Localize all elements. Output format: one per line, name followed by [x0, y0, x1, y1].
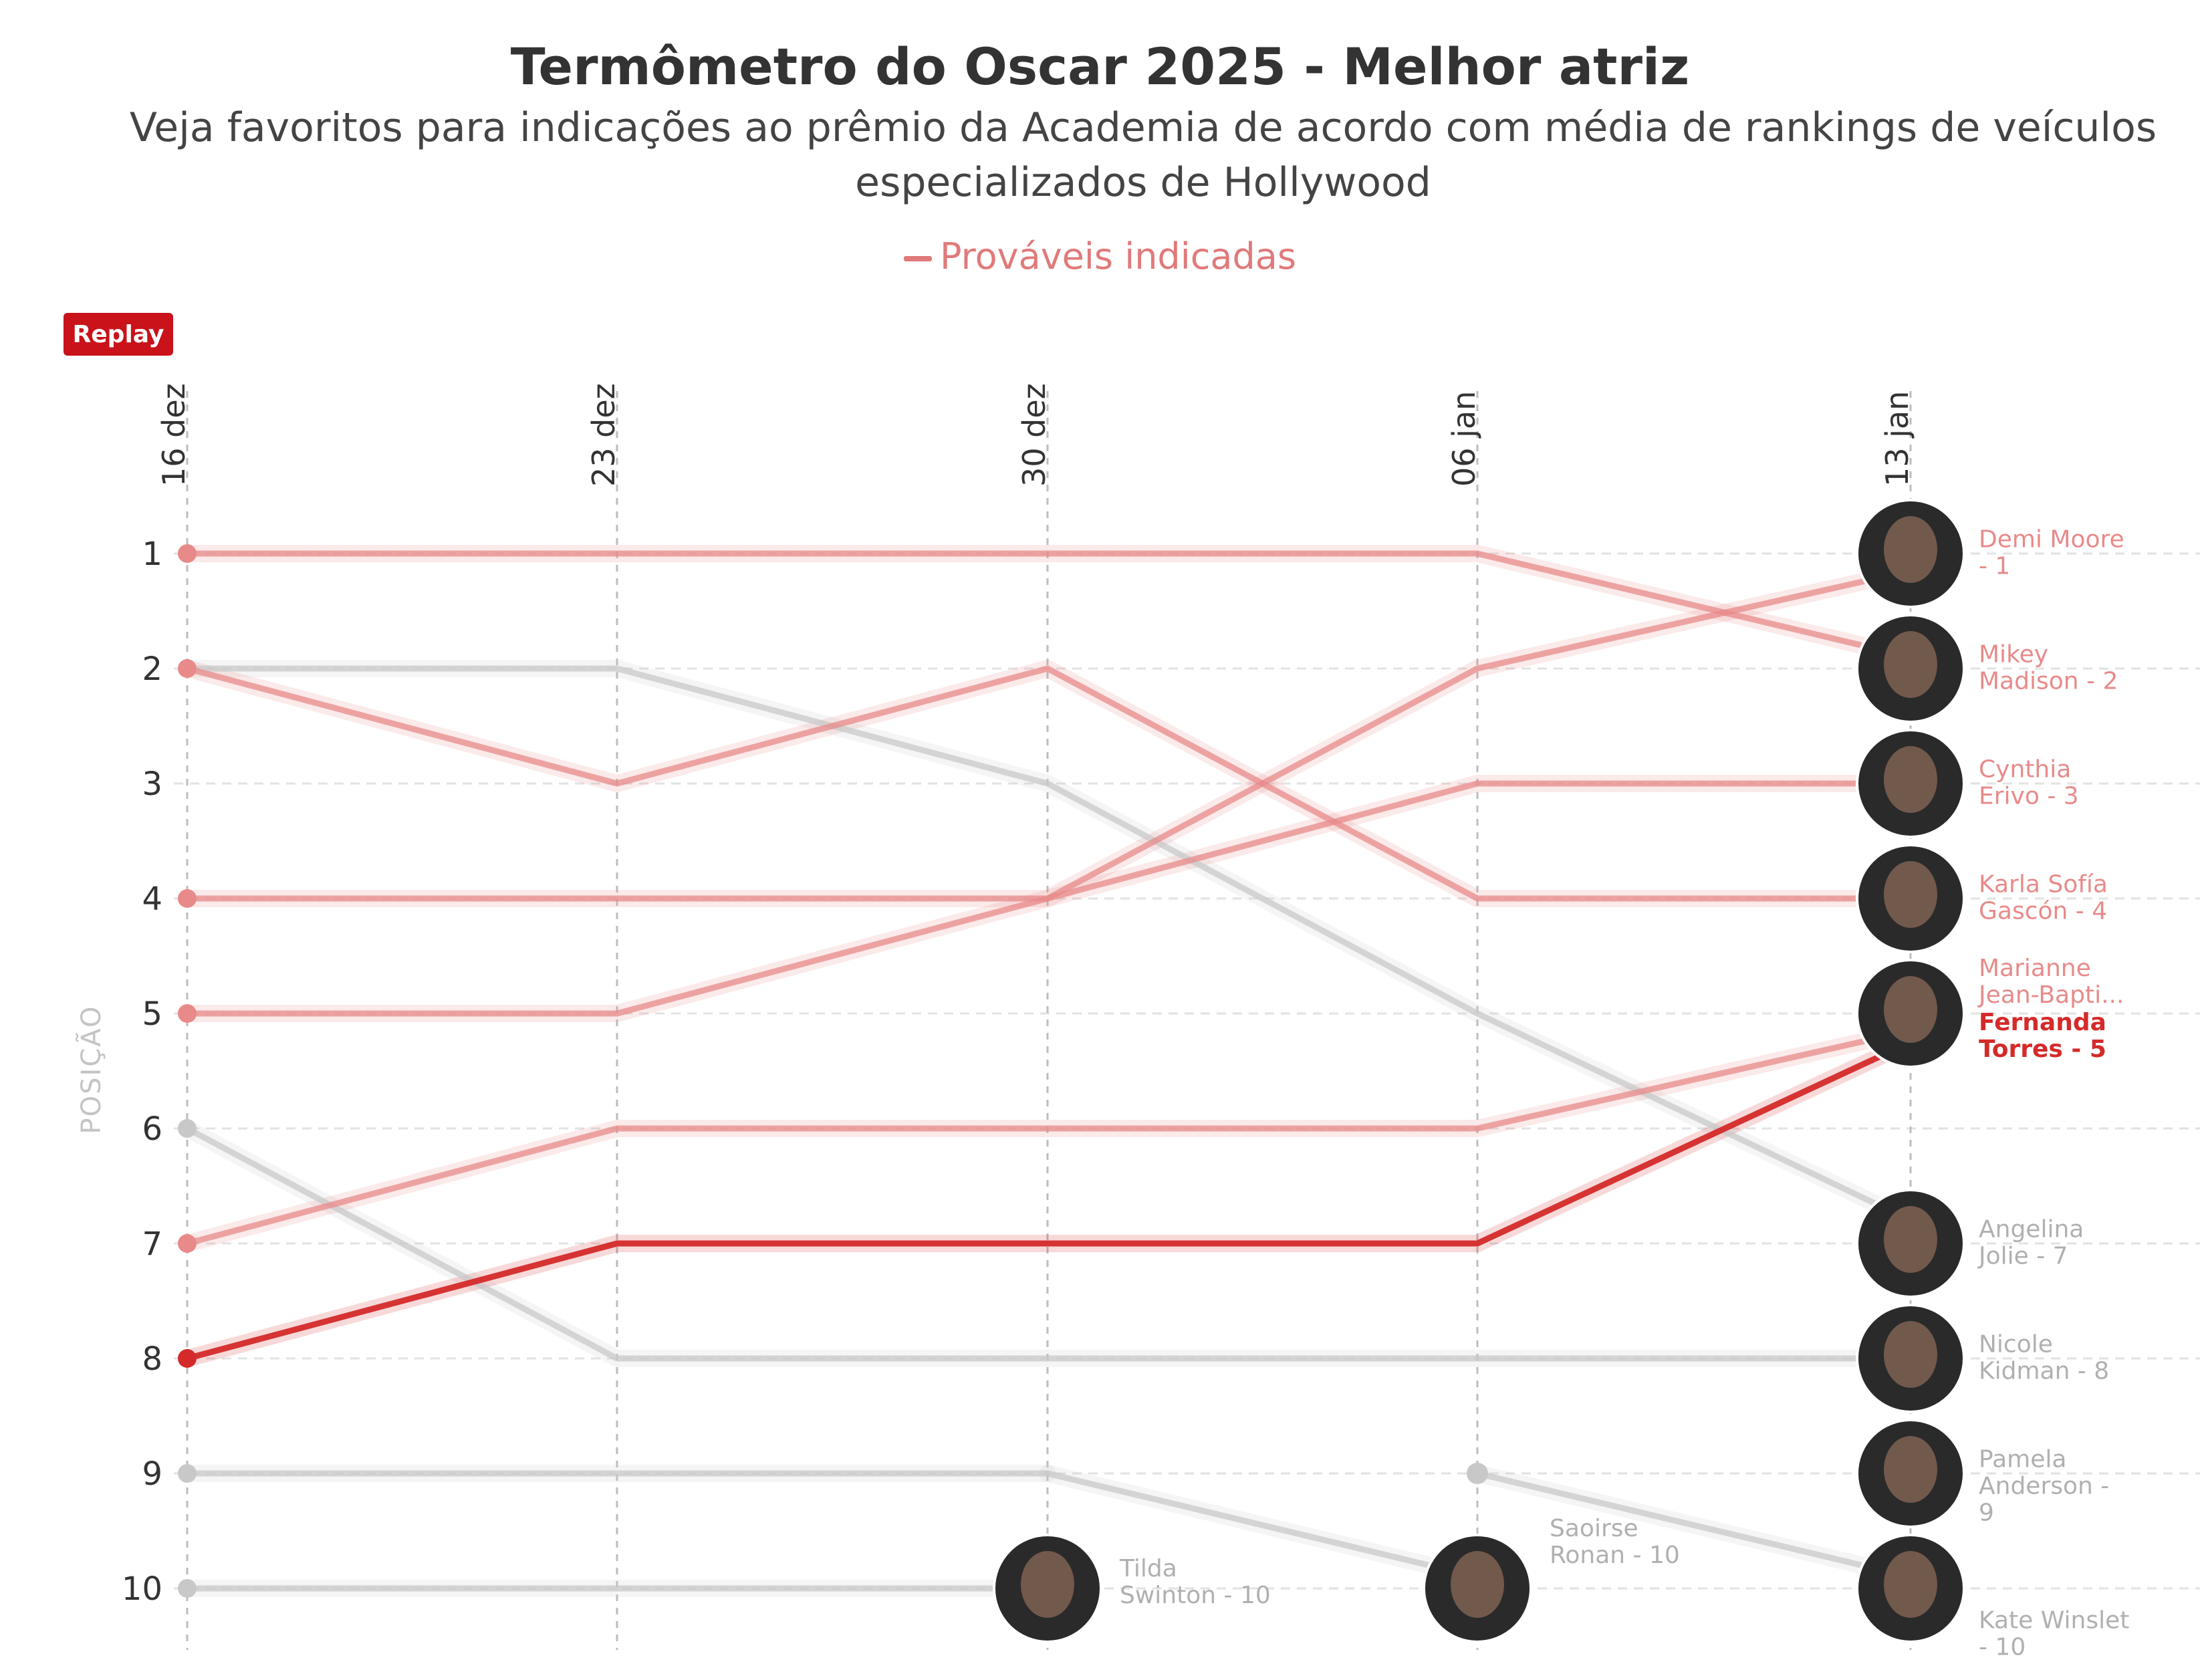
label-layer: Demi Moore - 1 Mikey Madison - 2 Cynthia Eriv… — [993, 499, 2129, 1661]
legend-label: Prováveis indicadas — [940, 235, 1296, 277]
avatar-face-nicole-kidman — [1884, 1321, 1937, 1388]
end-label-line: Erivo - 3 — [1979, 783, 2079, 810]
start-point-mikey-madison — [178, 544, 197, 563]
end-label-line: Marianne — [1979, 955, 2091, 982]
line-karla-sofia-gascon — [184, 665, 1914, 902]
line-cynthia-erivo — [184, 780, 1914, 902]
halo-layer — [178, 545, 1919, 1597]
avatar-face-angelina-jolie — [1884, 1206, 1937, 1273]
y-tick-label: 3 — [142, 765, 162, 803]
line-mikey-madison — [184, 550, 1914, 661]
end-label-line: Jean-Bapti... — [1977, 981, 2124, 1009]
avatar-face-saoirse-ronan — [1451, 1551, 1504, 1618]
line-fernanda-torres — [184, 1039, 1914, 1362]
start-point-karla-sofia-gascon — [178, 659, 197, 678]
inline-label-line: Tilda — [1119, 1555, 1177, 1582]
end-label-line: Angelina — [1979, 1216, 2084, 1243]
y-tick-label: 10 — [122, 1570, 162, 1608]
end-label-pamela-anderson: Pamela Anderson -9 — [1979, 1446, 2109, 1527]
end-label-angelina-jolie: Angelina Jolie - 7 — [1977, 1216, 2084, 1270]
legend[interactable]: Prováveis indicadas — [0, 235, 2200, 277]
line-mikey-madison-halo — [178, 545, 1919, 666]
start-point-nicole-kidman — [178, 1119, 197, 1138]
avatar-face-marianne-jean-baptiste — [1884, 976, 1937, 1043]
y-tick-label: 8 — [142, 1340, 162, 1378]
end-label-line: Cynthia — [1979, 756, 2071, 784]
end-label-demi-moore: Demi Moore - 1 — [1979, 526, 2124, 580]
start-point-cynthia-erivo — [178, 889, 197, 908]
line-marianne-jean-baptiste — [184, 1028, 1914, 1247]
line-marianne-jean-baptiste-halo — [178, 1022, 1919, 1252]
replay-button[interactable]: Replay — [64, 313, 173, 356]
y-tick-label: 4 — [142, 880, 162, 918]
y-tick-label: 2 — [142, 650, 162, 688]
line-cynthia-erivo-halo — [178, 775, 1919, 907]
end-label-nicole-kidman: Nicole Kidman - 8 — [1979, 1331, 2109, 1385]
start-point-tilda-swinton — [178, 1579, 197, 1598]
end-label-line: Torres - 5 — [1979, 1036, 2106, 1063]
end-label-line: - 1 — [1979, 553, 2010, 580]
line-pamela-anderson — [1474, 1470, 1914, 1580]
end-label-line: Karla Sofía — [1979, 871, 2108, 898]
line-saoirse-ronan — [1044, 1470, 1481, 1580]
end-label-line: Jolie - 7 — [1977, 1243, 2068, 1270]
legend-swatch — [904, 256, 932, 262]
avatar-face-pamela-anderson — [1884, 1436, 1937, 1503]
end-label-line: Anderson - — [1979, 1473, 2109, 1500]
x-tick-label: 06 jan — [1446, 391, 1482, 487]
avatar-face-kate-winslet — [1884, 1551, 1937, 1618]
y-tick-label: 9 — [142, 1455, 162, 1493]
inline-label-line: Saoirse — [1550, 1515, 1638, 1542]
chart-subtitle: Veja favoritos para indicações ao prêmio… — [129, 104, 2157, 206]
x-tick-label: 30 dez — [1016, 383, 1052, 487]
start-point-demi-moore — [178, 1004, 197, 1023]
inline-label-tilda-swinton: Tilda Swinton - 10 — [1119, 1555, 1271, 1609]
point-saoirse-ronan — [1467, 1463, 1488, 1484]
end-label-line: Madison - 2 — [1979, 668, 2118, 695]
start-point-fernanda-torres — [178, 1349, 197, 1368]
end-label-mikey-madison: Mikey Madison - 2 — [1979, 641, 2118, 695]
inline-label-line: Ronan - 10 — [1550, 1542, 1680, 1569]
end-label-line: 9 — [1979, 1499, 1994, 1527]
end-label-line: Fernanda — [1979, 1009, 2106, 1036]
y-tick-label: 5 — [142, 995, 162, 1033]
marker-layer — [178, 544, 1488, 1598]
start-point-kate-winslet — [178, 1464, 197, 1483]
avatar-face-karla-sofia-gascon — [1884, 861, 1937, 928]
x-tick-label: 13 jan — [1879, 391, 1915, 487]
y-tick-label: 7 — [142, 1225, 162, 1263]
avatar-face-demi-moore — [1884, 516, 1937, 583]
avatar-face-mikey-madison — [1884, 631, 1937, 698]
end-label-cynthia-erivo: Cynthia Erivo - 3 — [1979, 756, 2079, 810]
x-tick-label: 23 dez — [586, 383, 622, 487]
end-label-line: Nicole — [1979, 1331, 2053, 1358]
end-label-karla-sofia-gascon: Karla Sofía Gascón - 4 — [1979, 871, 2108, 925]
chart-title: Termômetro do Oscar 2025 - Melhor atriz — [510, 37, 1690, 96]
y-tick-label: 1 — [142, 535, 162, 573]
start-point-marianne-jean-baptiste — [178, 1234, 197, 1253]
end-label-line: Demi Moore — [1979, 526, 2124, 554]
end-label-line: Pamela — [1979, 1446, 2066, 1473]
end-label-line: Mikey — [1979, 641, 2048, 669]
line-layer — [184, 550, 1914, 1592]
y-tick-label: 6 — [142, 1110, 162, 1148]
inline-label-saoirse-ronan: Saoirse Ronan - 10 — [1550, 1515, 1680, 1569]
avatar-face-cynthia-erivo — [1884, 746, 1937, 813]
end-label-line: Kate Winslet — [1979, 1606, 2129, 1634]
end-label-line: Gascón - 4 — [1979, 898, 2107, 925]
end-label-fernanda-torres: Fernanda Torres - 5 — [1979, 1009, 2106, 1063]
x-tick-label: 16 dez — [156, 383, 192, 487]
inline-label-line: Swinton - 10 — [1120, 1582, 1271, 1609]
line-angelina-jolie — [184, 665, 1914, 1224]
end-label-line: Kidman - 8 — [1979, 1358, 2109, 1385]
end-label-kate-winslet: Kate Winslet - 10 — [1979, 1606, 2129, 1661]
avatar-face-tilda-swinton — [1021, 1551, 1074, 1618]
line-angelina-jolie-halo — [178, 660, 1919, 1229]
end-label-line: - 10 — [1979, 1633, 2026, 1661]
end-label-marianne-jean-baptiste: Marianne Jean-Bapti... — [1977, 955, 2124, 1009]
y-axis-title: POSIÇÃO — [75, 1005, 107, 1134]
axis-layer: 16 dez 23 dez 30 dez 06 jan 13 jan 1 2 3 4 5 6 7 8 9 1… — [75, 383, 1915, 1608]
